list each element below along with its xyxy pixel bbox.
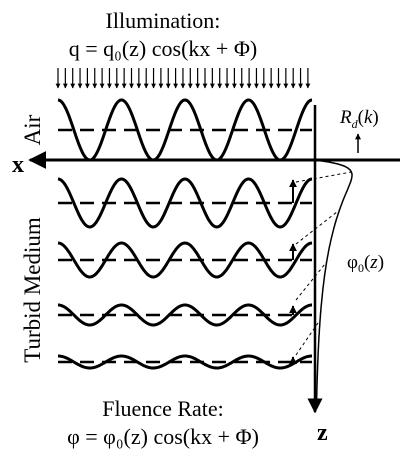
- fluence-title: Fluence Rate:: [102, 396, 224, 421]
- medium-sinusoid: [58, 354, 312, 370]
- fluence-depth-profile: [314, 159, 353, 402]
- x-axis-label: x: [12, 152, 24, 178]
- medium-sinusoid: [58, 303, 312, 327]
- profile-label: φ0(z): [347, 252, 384, 275]
- connector-line: [295, 261, 328, 301]
- amplitude-connectors: [295, 171, 352, 356]
- medium-waves: [57, 177, 313, 370]
- air-label: Air: [20, 114, 45, 145]
- air-wave: [57, 98, 313, 162]
- illumination-title: Illumination:: [106, 8, 221, 33]
- medium-sinusoid: [57, 177, 313, 229]
- air-sinusoid: [57, 98, 313, 162]
- connector-line: [295, 319, 321, 356]
- z-axis-label: z: [317, 420, 328, 446]
- medium-label: Turbid Medium: [20, 217, 45, 363]
- illumination-equation: q = q₀(z) cos(kx + Φ): [69, 36, 257, 61]
- connector-line: [295, 209, 340, 245]
- fluence-equation: φ = φ₀(z) cos(kx + Φ): [67, 424, 259, 449]
- medium-sinusoid: [57, 241, 313, 279]
- connector-line: [295, 171, 352, 183]
- illumination-arrows: [55, 68, 311, 89]
- reflectance-label: Rd(k): [339, 107, 379, 131]
